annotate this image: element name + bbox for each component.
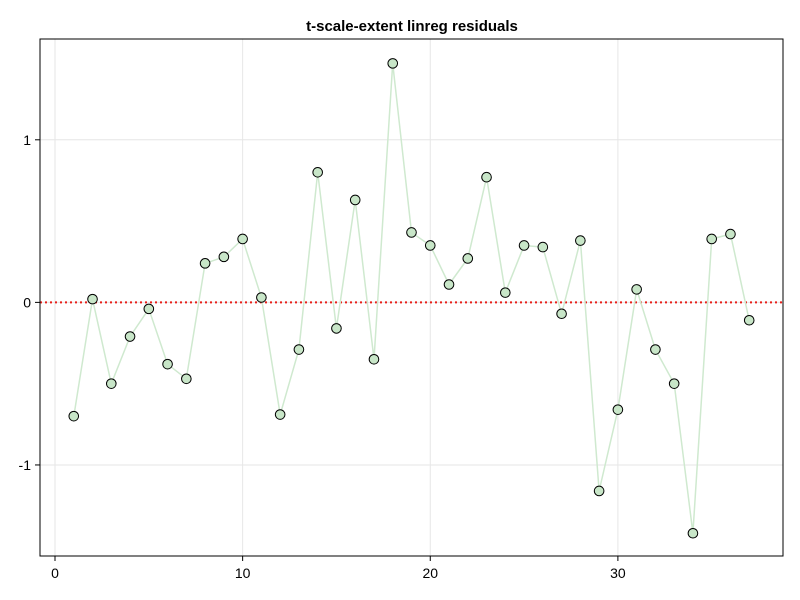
data-point [87, 293, 98, 305]
data-point [349, 194, 361, 206]
data-point [387, 58, 399, 69]
data-point [650, 344, 661, 355]
x-tick-label: 30 [610, 565, 626, 581]
data-point [331, 323, 342, 334]
data-point [443, 279, 455, 290]
axes: 0 10 20 30 -1 0 1 [19, 38, 784, 581]
data-point [537, 241, 549, 253]
data-point [124, 331, 136, 342]
data-point [668, 378, 680, 389]
data-point [143, 303, 155, 315]
data-point [312, 167, 323, 178]
data-point [725, 228, 736, 240]
data-point [237, 233, 248, 245]
data-point [68, 410, 80, 422]
data-point [518, 240, 530, 251]
plot-frame [39, 38, 784, 557]
series-residuals [68, 58, 755, 539]
data-point [706, 233, 718, 245]
data-point [274, 409, 286, 420]
data-point [199, 258, 211, 269]
y-tick-label: 1 [23, 132, 31, 148]
series-line [73, 63, 750, 534]
data-point [462, 253, 474, 264]
y-tick-label: -1 [19, 457, 32, 473]
data-point [218, 251, 230, 263]
x-tick-label: 10 [235, 565, 251, 581]
chart-title: t-scale-extent linreg residuals [306, 18, 518, 35]
data-point [406, 227, 417, 238]
data-point [162, 358, 173, 370]
data-point [105, 378, 117, 389]
data-point [631, 284, 642, 295]
data-point [612, 404, 624, 415]
x-tick-label: 0 [51, 565, 59, 581]
data-point [368, 353, 380, 365]
data-point [481, 171, 492, 183]
grid [40, 39, 783, 556]
data-point [256, 292, 267, 303]
data-point [743, 314, 755, 326]
data-point [575, 235, 586, 246]
data-point [556, 308, 567, 320]
data-point [293, 344, 305, 355]
data-point [593, 485, 605, 497]
y-tick-label: 0 [23, 294, 31, 310]
data-point [500, 287, 511, 298]
data-point [181, 373, 192, 385]
data-point [424, 240, 436, 251]
data-point [687, 527, 699, 539]
x-tick-label: 20 [422, 565, 438, 581]
